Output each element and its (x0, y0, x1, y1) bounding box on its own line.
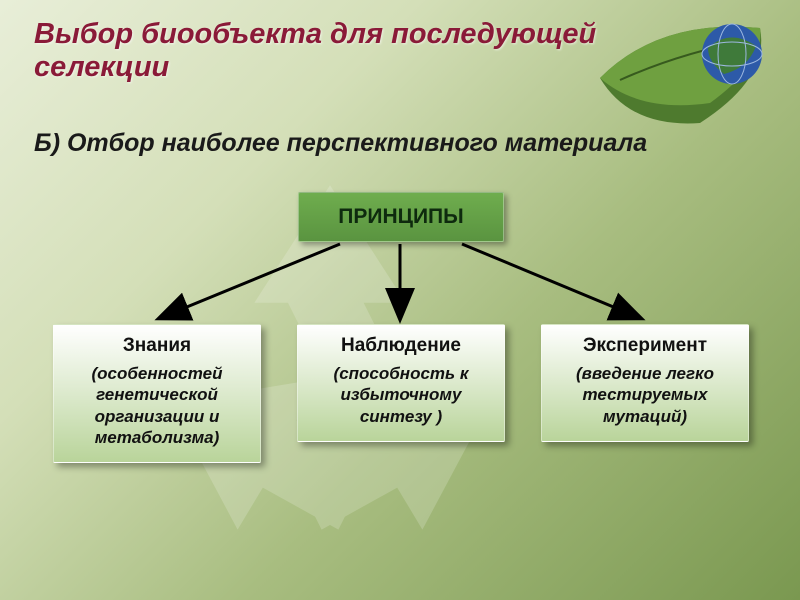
leaf-desc: (способность к избыточному синтезу ) (306, 363, 496, 427)
slide: Выбор биообъекта для последующей селекци… (0, 0, 800, 600)
leaf-box-knowledge: Знания (особенностей генетической органи… (53, 324, 261, 463)
leaf-desc: (введение легко тестируемых мутаций) (550, 363, 740, 427)
leaf-title: Знания (62, 335, 252, 357)
leaf-box-experiment: Эксперимент (введение легко тестируемых … (541, 324, 749, 442)
leaf-desc: (особенностей генетической организации и… (62, 363, 252, 448)
arrows-layer (0, 0, 800, 600)
root-principles-box: ПРИНЦИПЫ (298, 192, 504, 242)
slide-subtitle: Б) Отбор наиболее перспективного материа… (34, 129, 766, 158)
root-label: ПРИНЦИПЫ (338, 205, 463, 229)
leaf-title: Эксперимент (550, 335, 740, 357)
slide-title: Выбор биообъекта для последующей селекци… (34, 18, 634, 85)
leaf-title: Наблюдение (306, 335, 496, 357)
leaf-box-observation: Наблюдение (способность к избыточному си… (297, 324, 505, 442)
